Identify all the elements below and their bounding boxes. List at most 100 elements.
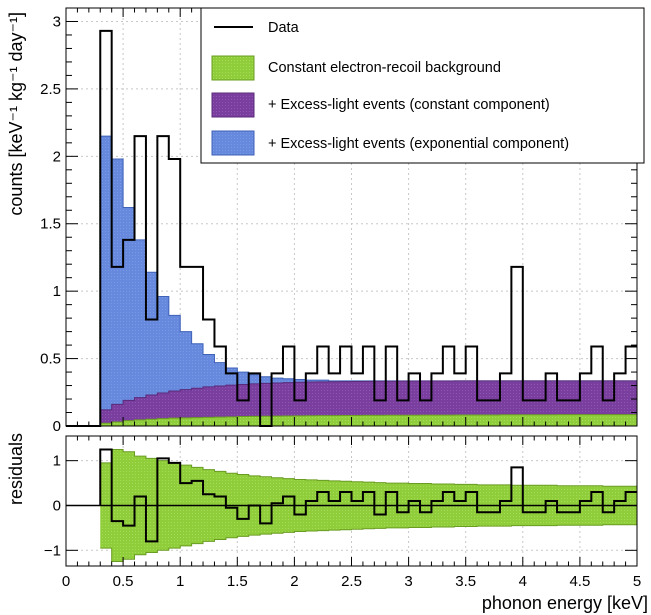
- constant-bin-12: [237, 384, 250, 426]
- background-bin-29: [431, 415, 444, 426]
- constant-bin-14: [260, 383, 272, 426]
- constant-bin-13: [248, 383, 261, 426]
- background-bin-35: [499, 414, 512, 426]
- constant-bin-17: [294, 382, 307, 426]
- constant-bin-9: [203, 386, 215, 426]
- background-bin-23: [362, 415, 375, 426]
- exponential-bin-7: [180, 331, 193, 426]
- exponential-bin-6: [168, 315, 181, 426]
- constant-bin-46: [625, 380, 638, 426]
- main-y-tick-label-5: 2.5: [40, 81, 61, 98]
- background-bin-27: [408, 415, 421, 426]
- constant-bin-40: [557, 380, 569, 426]
- constant-bin-1: [111, 404, 124, 426]
- background-bin-28: [420, 415, 432, 426]
- background-bin-16: [282, 416, 295, 426]
- main-y-tick-label-1: 0.5: [40, 351, 61, 368]
- constant-bin-36: [511, 380, 524, 426]
- legend-swatch-exponential: [211, 130, 255, 156]
- main-y-tick-label-6: 3: [53, 13, 61, 30]
- constant-bin-18: [305, 382, 318, 426]
- background-bin-37: [522, 414, 535, 426]
- legend-box: [200, 7, 645, 164]
- main-y-tick-label-2: 1: [53, 283, 61, 300]
- constant-bin-28: [420, 380, 432, 426]
- exponential-bin-4: [145, 272, 158, 426]
- background-bin-43: [591, 414, 604, 426]
- main-y-tick-label-4: 2: [53, 148, 61, 165]
- constant-bin-16: [282, 382, 295, 426]
- background-bin-39: [545, 414, 558, 426]
- main-y-tick-label-0: 0: [53, 418, 61, 435]
- background-bin-10: [214, 417, 227, 426]
- exponential-bin-0: [100, 136, 113, 426]
- legend-label-background: Constant electron-recoil background: [268, 60, 501, 76]
- exponential-bin-2: [123, 207, 135, 426]
- constant-bin-27: [408, 381, 421, 426]
- background-bin-26: [397, 415, 409, 426]
- constant-bin-24: [374, 381, 387, 426]
- constant-bin-33: [477, 380, 489, 426]
- x-tick-label-0: 0: [62, 573, 70, 590]
- x-tick-label-1: 0.5: [113, 573, 134, 590]
- background-bin-42: [579, 414, 592, 426]
- main-stacked-fills: [99, 135, 638, 426]
- main-y-tick-labels: 0 0.5 1 1.5 2 2.5 3: [40, 13, 61, 435]
- constant-bin-39: [545, 380, 558, 426]
- constant-bin-20: [328, 381, 341, 426]
- x-tick-label-5: 2.5: [341, 573, 362, 590]
- residual-histogram-line: [99, 448, 637, 543]
- exponential-bin-1: [111, 159, 124, 426]
- background-bin-5: [157, 418, 170, 426]
- constant-bin-6: [168, 390, 181, 426]
- background-bin-36: [511, 414, 524, 426]
- res-y-tick-label-2: 1: [53, 453, 61, 470]
- background-bin-3: [134, 419, 147, 426]
- background-bin-34: [488, 414, 501, 426]
- data-histogram-line: [66, 29, 637, 427]
- background-bin-14: [260, 416, 272, 426]
- background-bin-8: [191, 417, 204, 426]
- background-bin-31: [454, 414, 467, 426]
- constant-bin-3: [134, 397, 147, 426]
- background-bin-25: [385, 415, 398, 426]
- residuals-y-axis-label: residuals: [6, 433, 26, 505]
- background-bin-33: [477, 414, 489, 426]
- x-tick-label-4: 2: [290, 573, 298, 590]
- constant-bin-34: [488, 380, 501, 426]
- legend-label-data: Data: [268, 20, 300, 36]
- background-bin-38: [534, 414, 547, 426]
- legend: Data Constant electron-recoil background…: [200, 7, 645, 164]
- constant-bin-21: [340, 381, 352, 426]
- constant-bin-43: [591, 380, 604, 426]
- background-bin-11: [225, 416, 238, 426]
- constant-bin-25: [385, 381, 398, 426]
- main-data-histogram: [66, 29, 637, 427]
- background-bin-2: [123, 420, 135, 426]
- background-bin-1: [111, 421, 124, 426]
- exponential-bin-5: [157, 296, 170, 426]
- residual-band-lower: [100, 524, 637, 563]
- background-bin-17: [294, 415, 307, 426]
- background-bin-18: [305, 415, 318, 426]
- background-bin-24: [374, 415, 387, 426]
- x-tick-label-9: 4.5: [569, 573, 590, 590]
- background-bin-12: [237, 416, 250, 426]
- constant-bin-30: [442, 380, 455, 426]
- constant-bin-42: [579, 380, 592, 426]
- background-bin-44: [602, 414, 615, 426]
- constant-bin-19: [317, 381, 330, 426]
- background-bin-21: [340, 415, 352, 426]
- x-tick-label-3: 1.5: [227, 573, 248, 590]
- legend-label-constant: + Excess-light events (constant componen…: [268, 97, 550, 113]
- constant-bin-5: [157, 392, 170, 426]
- res-y-tick-label-0: −1: [44, 542, 61, 559]
- constant-bin-41: [568, 380, 581, 426]
- background-bin-4: [145, 419, 158, 426]
- constant-bin-11: [225, 385, 238, 426]
- residuals-panel: −101 0 0.5 1 1.5 2 2.5 3 3.5 4 4.5 5 residuals pho…: [6, 433, 648, 613]
- residuals-histogram: [99, 448, 637, 543]
- constant-bin-26: [397, 381, 409, 426]
- constant-bin-31: [454, 380, 467, 426]
- background-outline: [99, 414, 637, 426]
